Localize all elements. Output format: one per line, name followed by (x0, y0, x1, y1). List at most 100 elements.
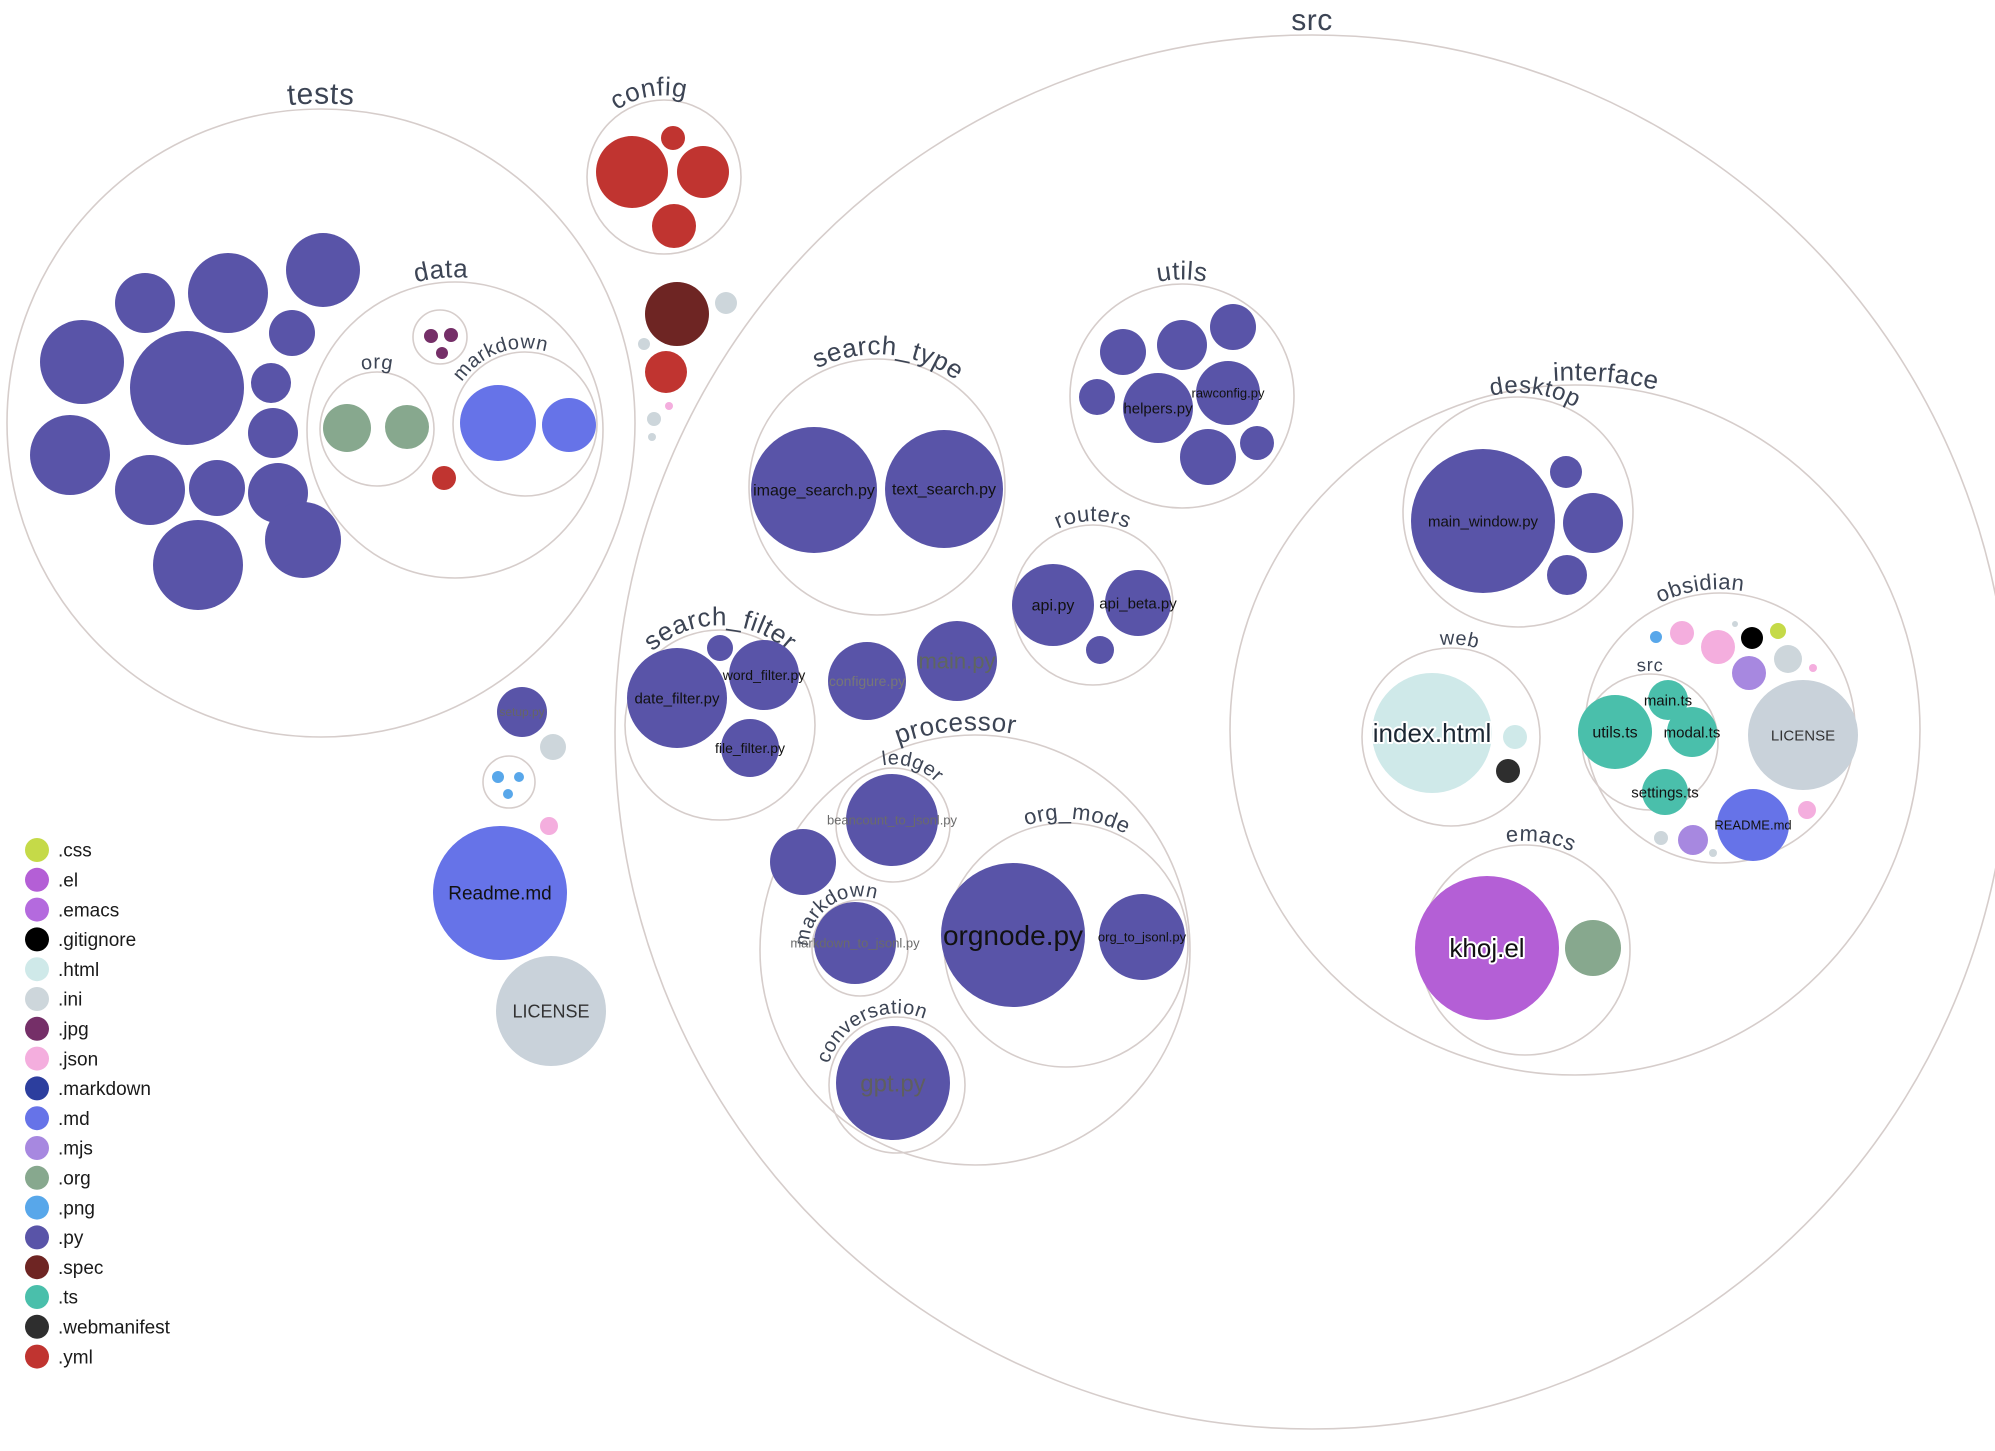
directory-label-routers: routers (1051, 501, 1136, 533)
directory-label-obsidian: obsidian (1652, 569, 1746, 607)
file-circle-py-file (189, 460, 245, 516)
file-circle-markdown_to_jsonl.py (814, 902, 896, 984)
legend-label-markdown: .markdown (58, 1079, 151, 1100)
file-circle-yml-file (652, 204, 696, 248)
legend: .css .el .emacs .gitignore .html .ini .jpg .jso… (25, 838, 171, 1369)
legend-dot-py (25, 1225, 49, 1250)
file-circle-py-file (115, 455, 185, 525)
file-circle-api_beta.py (1105, 570, 1171, 636)
file-circle-ini-file (540, 734, 566, 760)
directory-circle-markdown-proc (811, 899, 909, 997)
file-circle-yml-file (432, 466, 456, 490)
file-circle-py-file (269, 310, 315, 356)
file-circle-py-file (40, 320, 124, 404)
directory-circle-search_type (748, 358, 1006, 616)
file-circle-index.html (1372, 673, 1492, 793)
directory-label-markdown-data: markdown (449, 331, 551, 385)
legend-dot-el (25, 867, 49, 892)
file-circle-jpg-file (424, 329, 438, 343)
file-circle-settings.ts (1642, 769, 1688, 815)
directory-label-org: org (359, 351, 394, 375)
legend-label-spec: .spec (58, 1258, 103, 1279)
directory-label-processor: processor (891, 706, 1019, 750)
file-circle-html-file (1503, 725, 1527, 749)
directory-circle-src (614, 34, 1995, 1430)
legend-dot-spec (25, 1255, 49, 1280)
directory-circle-utils (1069, 283, 1295, 509)
legend-label-jpg: .jpg (58, 1019, 89, 1040)
legend-label-el: .el (58, 870, 78, 891)
directory-circle-web (1361, 647, 1541, 827)
file-circle-gpt.py (836, 1026, 950, 1140)
file-circle-org-file (1565, 920, 1621, 976)
file-circle-py-file (1240, 426, 1274, 460)
file-circle-png-file (492, 771, 504, 783)
legend-dot-png (25, 1195, 49, 1220)
file-circle-py-file (248, 408, 298, 458)
directory-circle-markdown-data (452, 351, 598, 497)
file-circle-py-file (770, 829, 836, 895)
directory-label-search_type: search_type (807, 330, 969, 385)
legend-label-yml: .yml (58, 1347, 93, 1368)
legend-dot-ts (25, 1285, 49, 1309)
legend-label-html: .html (58, 960, 99, 981)
directory-circle-config (586, 99, 742, 255)
file-circle-khoj.el (1415, 876, 1559, 1020)
file-circle-utils.ts (1578, 695, 1652, 769)
file-circle-mjs-file (1678, 825, 1708, 855)
file-circle-ini-file (638, 338, 650, 350)
file-circle-py-file (115, 273, 175, 333)
file-circle-py-file (1547, 555, 1587, 595)
legend-dot-ini (25, 987, 49, 1011)
directory-circle-conversation (828, 1016, 966, 1154)
file-circle-org_to_jsonl.py (1099, 894, 1185, 980)
file-circle-setup.py (497, 687, 547, 737)
file-circle-py-file (251, 363, 291, 403)
legend-label-json: .json (58, 1049, 98, 1070)
legend-label-md: .md (58, 1109, 90, 1130)
file-circle-py-file (30, 415, 110, 495)
legend-label-css: .css (58, 841, 92, 862)
file-circle-text_search.py (885, 430, 1003, 548)
legend-label-mjs: .mjs (58, 1139, 93, 1160)
file-circle-main.ts (1648, 680, 1688, 720)
legend-dot-emacs (25, 897, 49, 922)
directory-circle-processor (759, 734, 1191, 1166)
file-circle-LICENSE (496, 956, 606, 1066)
file-circle-org-file (323, 404, 371, 452)
file-circle-org-file (385, 405, 429, 449)
file-circle-file_filter.py (721, 719, 779, 777)
file-circle-README.md (1717, 789, 1789, 861)
file-circle-ini-file (648, 433, 656, 441)
file-circle-LICENSE (1748, 680, 1858, 790)
file-circle-gitignore-file (1741, 627, 1763, 649)
file-circle-main_window.py (1411, 449, 1555, 593)
file-circle-png-file (503, 789, 513, 799)
file-circle-image_search.py (751, 427, 877, 553)
legend-dot-markdown (25, 1076, 49, 1101)
file-circle-orgnode.py (941, 863, 1085, 1007)
file-circle-py-file (707, 635, 733, 661)
file-circle-ini-file (1709, 849, 1717, 857)
file-circle-py-file (130, 331, 244, 445)
directory-circle-interface (1229, 384, 1921, 1076)
file-circle-py-file (1563, 493, 1623, 553)
directory-label-utils: utils (1154, 255, 1209, 287)
legend-dot-jpg (25, 1016, 49, 1041)
file-circle-py-file (1550, 456, 1582, 488)
file-circle-ini-file (1774, 645, 1802, 673)
directory-circle-org (319, 371, 435, 487)
file-circle-date_filter.py (627, 648, 727, 748)
legend-dot-css (25, 838, 49, 862)
file-circle-md-file (542, 398, 596, 452)
legend-label-ts: .ts (58, 1288, 78, 1309)
file-circle-jpg-file (436, 347, 448, 359)
directory-label-src: src (1291, 4, 1333, 37)
legend-dot-json (25, 1046, 49, 1071)
file-circle-png-file (1650, 631, 1662, 643)
file-circle-css-file (1770, 623, 1786, 639)
file-circle-modal.ts (1667, 707, 1717, 757)
file-circle-py-file (1180, 429, 1236, 485)
file-circle-py-file (1157, 320, 1207, 370)
